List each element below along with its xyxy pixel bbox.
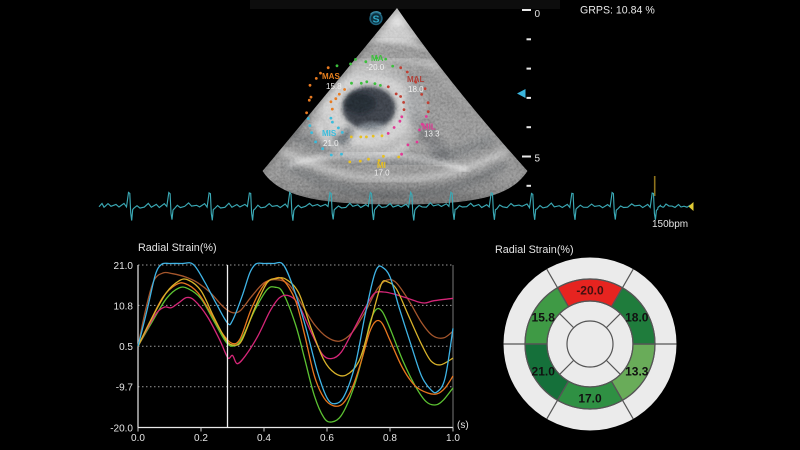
svg-text:Radial Strain(%): Radial Strain(%) [138, 242, 217, 254]
svg-text:0.0: 0.0 [131, 433, 145, 444]
svg-text:MI: MI [377, 161, 386, 170]
svg-text:0.2: 0.2 [194, 433, 208, 444]
svg-text:S: S [372, 14, 379, 26]
svg-text:21.0: 21.0 [532, 365, 556, 379]
svg-text:MIS: MIS [322, 129, 337, 138]
svg-text:18.0: 18.0 [625, 311, 649, 325]
svg-text:17.0: 17.0 [578, 392, 602, 406]
svg-text:1.0: 1.0 [446, 433, 460, 444]
svg-text:17.0: 17.0 [374, 169, 390, 178]
svg-text:0.6: 0.6 [320, 433, 334, 444]
svg-text:MAS: MAS [322, 72, 340, 81]
svg-text:15.8: 15.8 [532, 311, 556, 325]
svg-text:10.8: 10.8 [114, 301, 134, 312]
svg-text:21.0: 21.0 [323, 139, 339, 148]
svg-text:0: 0 [535, 9, 541, 20]
svg-text:-20.0: -20.0 [576, 284, 604, 298]
svg-text:18.0: 18.0 [408, 85, 424, 94]
svg-text:150bpm: 150bpm [652, 219, 688, 230]
svg-text:MIL: MIL [422, 123, 436, 132]
svg-text:21.0: 21.0 [114, 261, 134, 272]
svg-text:-20.0: -20.0 [110, 424, 133, 435]
svg-text:0.8: 0.8 [383, 433, 397, 444]
svg-text:MAL: MAL [407, 75, 424, 84]
svg-text:15.8: 15.8 [326, 82, 342, 91]
svg-text:MA: MA [371, 54, 384, 63]
svg-text:-20.0: -20.0 [366, 63, 385, 72]
svg-text:13.3: 13.3 [625, 365, 649, 379]
svg-text:GRPS: 10.84 %: GRPS: 10.84 % [580, 5, 655, 17]
svg-text:5: 5 [535, 154, 541, 165]
svg-text:0.4: 0.4 [257, 433, 271, 444]
svg-text:13.3: 13.3 [424, 130, 440, 139]
svg-text:(s): (s) [457, 420, 469, 431]
svg-text:Radial Strain(%): Radial Strain(%) [495, 244, 574, 256]
svg-text:-9.7: -9.7 [116, 383, 134, 394]
svg-text:0.5: 0.5 [119, 342, 133, 353]
